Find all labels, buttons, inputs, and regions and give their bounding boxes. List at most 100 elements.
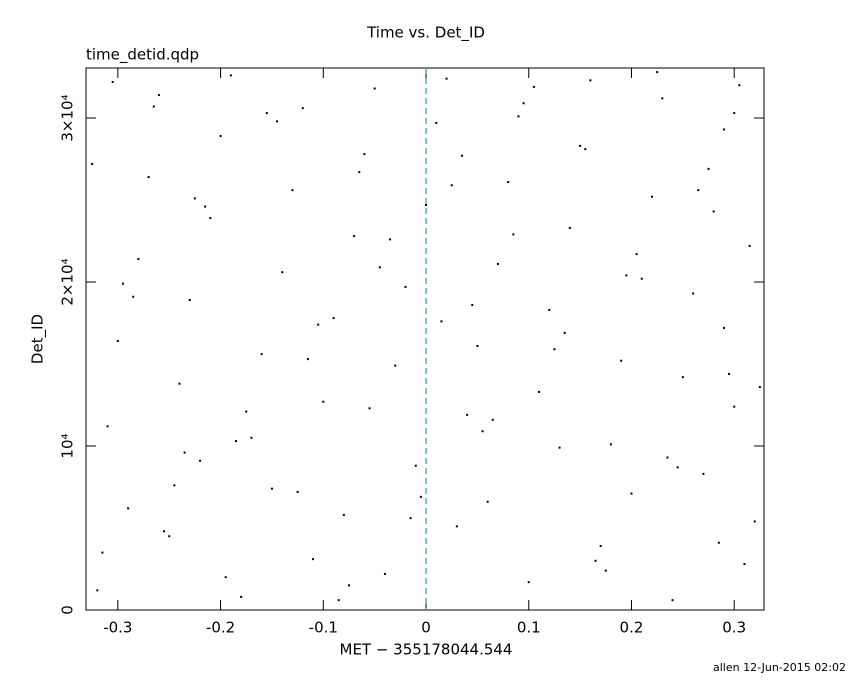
point (758, 385, 761, 388)
point (363, 153, 366, 156)
point (204, 205, 207, 208)
point (147, 176, 150, 179)
x-axis-label: MET − 355178044.544 (340, 641, 513, 659)
point (240, 595, 243, 598)
point (152, 105, 155, 108)
plot-frame (85, 67, 765, 611)
point (291, 189, 294, 192)
point (173, 484, 176, 487)
x-tick-label: 0.1 (517, 619, 541, 637)
point (199, 459, 202, 462)
x-tick-label: 0.3 (722, 619, 746, 637)
point (157, 94, 160, 97)
footer: allen 12-Jun-2015 02:02 (713, 661, 846, 674)
point (733, 405, 736, 408)
point (378, 266, 381, 269)
point (296, 490, 299, 493)
y-axis-label: Det_ID (29, 314, 48, 364)
point (733, 112, 736, 115)
point (450, 184, 453, 187)
point (347, 584, 350, 587)
x-tick-label: -0.3 (103, 619, 132, 637)
point (234, 440, 237, 443)
point (445, 77, 448, 80)
point (168, 535, 171, 538)
x-tick-label: -0.1 (309, 619, 338, 637)
point (640, 277, 643, 280)
point (96, 589, 99, 592)
point (722, 326, 725, 329)
point (260, 353, 263, 356)
point (265, 112, 268, 115)
point (620, 359, 623, 362)
point (332, 317, 335, 320)
point (193, 197, 196, 200)
point (697, 189, 700, 192)
point (178, 382, 181, 385)
point (512, 233, 515, 236)
point (404, 285, 407, 288)
point (435, 121, 438, 124)
point (358, 171, 361, 174)
point (609, 443, 612, 446)
point (651, 195, 654, 198)
point (281, 271, 284, 274)
point (353, 235, 356, 238)
point (635, 253, 638, 256)
point (301, 107, 304, 110)
point (460, 154, 463, 157)
point (594, 559, 597, 562)
point (728, 372, 731, 375)
point (245, 410, 248, 413)
point (712, 210, 715, 213)
point (717, 541, 720, 544)
point (584, 148, 587, 151)
point (116, 340, 119, 343)
point (681, 376, 684, 379)
point (137, 258, 140, 261)
point (738, 84, 741, 87)
point (111, 80, 114, 83)
point (702, 472, 705, 475)
point (322, 400, 325, 403)
point (625, 274, 628, 277)
point (471, 303, 474, 306)
annotation: time_detid.qdp (86, 46, 199, 65)
point (394, 364, 397, 367)
point (507, 180, 510, 183)
point (599, 545, 602, 548)
point (455, 525, 458, 528)
point (753, 520, 756, 523)
point (337, 599, 340, 602)
point (527, 581, 530, 584)
y-tick-label: 10⁴ (59, 433, 77, 458)
point (132, 295, 135, 298)
point (666, 456, 669, 459)
point (389, 238, 392, 241)
point (532, 85, 535, 88)
point (656, 71, 659, 74)
point (312, 558, 315, 561)
point (373, 87, 376, 90)
point (568, 226, 571, 229)
point (466, 413, 469, 416)
point (306, 358, 309, 361)
point (414, 464, 417, 467)
point (440, 320, 443, 323)
point (209, 217, 212, 220)
point (481, 430, 484, 433)
point (419, 495, 422, 498)
point (630, 492, 633, 495)
y-tick-label: 2×10⁴ (59, 258, 77, 305)
point (368, 407, 371, 410)
point (563, 331, 566, 334)
chart-title: Time vs. Det_ID (366, 24, 485, 43)
point (127, 507, 130, 510)
point (743, 563, 746, 566)
point (491, 418, 494, 421)
point (604, 569, 607, 572)
x-tick-label: 0 (421, 619, 431, 637)
point (579, 144, 582, 147)
point (106, 425, 109, 428)
